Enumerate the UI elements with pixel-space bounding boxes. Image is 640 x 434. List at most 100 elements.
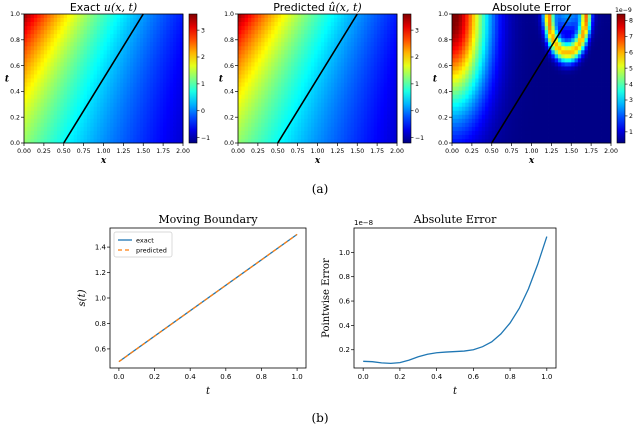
colorbar [188,13,198,144]
x-tick-label: 0.50 [57,148,71,155]
heatmap-cell [380,46,385,51]
heatmap-cell [120,74,124,79]
heatmap-cell [50,26,55,31]
heatmap-cell [344,50,348,55]
heatmap-cell [264,110,269,116]
heatmap-cell [577,114,582,120]
heatmap-cell [380,50,385,55]
heatmap-cell [584,18,589,23]
heatmap-cell [110,118,114,124]
heatmap-cell [294,26,299,31]
heatmap-cell [274,58,279,63]
heatmap-cell [481,26,486,31]
heatmap-cell [100,42,104,47]
heatmap-cell [594,82,599,87]
heatmap-cell [367,118,371,124]
heatmap-cell [247,34,252,39]
heatmap-cell [554,58,559,63]
heatmap-cell [548,86,552,91]
heatmap-cell [27,74,32,79]
heatmap-cell [558,18,562,23]
heatmap-cell [63,66,68,71]
x-tick-label: 0.2 [149,373,160,381]
heatmap-cell [43,58,48,63]
heatmap-cell [594,46,599,51]
heatmap-cell [257,94,262,100]
heatmap-cell [584,74,589,79]
heatmap-cell [468,126,473,132]
heatmap-cell [571,86,575,91]
heatmap-cell [297,62,302,67]
heatmap-cell [33,26,38,31]
x-tick-label: 0.25 [465,148,479,155]
heatmap-cell [534,122,539,128]
heatmap-cell [452,62,456,67]
heatmap-cell [173,134,177,140]
heatmap-cell [554,62,559,67]
heatmap-cell [63,26,68,31]
heatmap-cell [518,126,522,132]
heatmap-cell [452,46,456,51]
heatmap-cell [100,70,104,75]
heatmap-cell [30,62,35,67]
heatmap-cell [571,42,575,47]
heatmap-cell [501,46,506,51]
heatmap-cell [534,126,539,132]
heatmap-cell [93,82,98,87]
heatmap-cell [452,94,456,100]
heatmap-cell [57,38,61,43]
heatmap-cell [567,102,572,108]
heatmap-cell [63,62,68,67]
heatmap-cell [130,106,134,112]
heatmap-cell [80,58,85,63]
heatmap-cell [60,138,65,144]
heatmap-cell [53,42,58,47]
heatmap-cell [120,86,124,91]
heatmap-cell [491,62,496,67]
heatmap-cell [505,42,509,47]
heatmap-cell [558,106,562,112]
heatmap-cell [314,122,318,128]
heatmap-cell [574,110,579,116]
heatmap-cell [304,46,308,51]
heatmap-cell [163,86,167,91]
heatmap-cell [587,14,592,19]
heatmap-cell [548,42,552,47]
heatmap-cell [531,62,536,67]
heatmap-cell [511,134,516,140]
heatmap-cell [574,38,579,43]
heatmap-cell [534,82,539,87]
heatmap-cell [551,126,556,132]
heatmap-cell [126,50,131,55]
heatmap-cell [86,118,91,124]
colorbar-tick-label: 2 [415,54,419,61]
heatmap-cell [508,54,513,59]
heatmap-cell [238,38,242,43]
heatmap-cell [47,22,51,27]
heatmap-cell [264,26,269,31]
heatmap-cell [80,86,85,91]
heatmap-cell [47,82,51,87]
heatmap-cell [86,102,91,108]
heatmap-cell [73,38,78,43]
heatmap-cell [465,66,469,71]
heatmap-cell [508,66,513,71]
heatmap-cell [344,58,348,63]
heatmap-cell [561,18,566,23]
heatmap-cell [136,38,141,43]
heatmap-cell [43,82,48,87]
heatmap-cell [241,18,246,23]
heatmap-cell [254,138,259,144]
y-axis-label: Pointwise Error [321,258,332,338]
heatmap-cell [387,78,391,83]
heatmap-cell [307,38,312,43]
heatmap-cell [247,22,252,27]
heatmap-cell [37,50,41,55]
heatmap-cell [126,78,131,83]
heatmap-cell [120,138,124,144]
heatmap-cell [524,110,529,116]
heatmap-cell [478,118,483,124]
heatmap-cell [244,130,249,136]
heatmap-cell [173,14,177,19]
heatmap-cell [176,34,181,39]
